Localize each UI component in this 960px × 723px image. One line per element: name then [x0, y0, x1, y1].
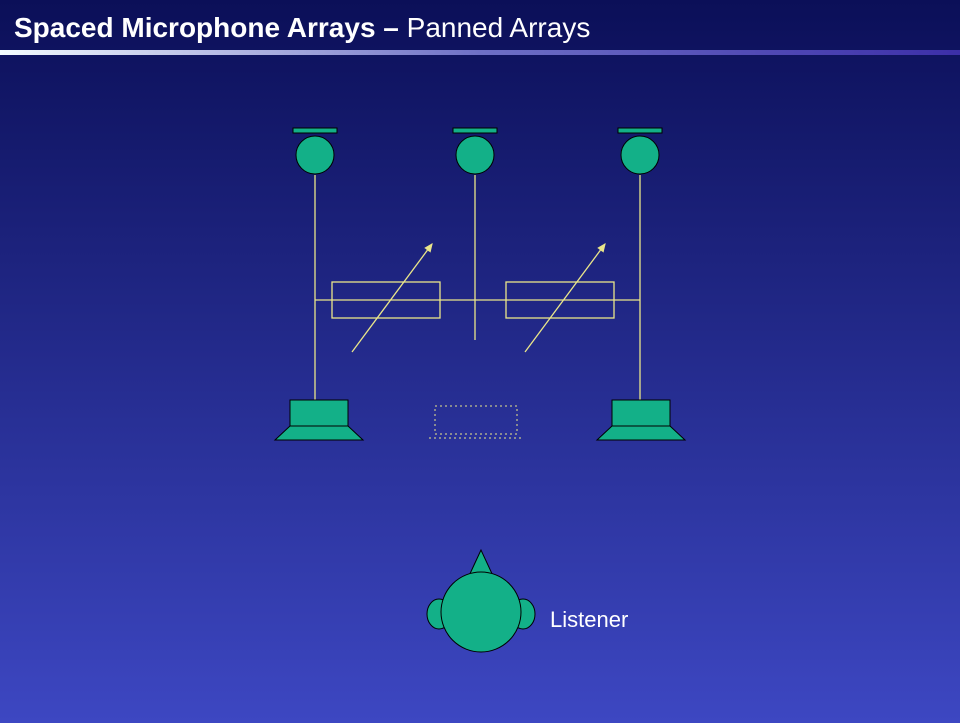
wire-group [315, 175, 640, 400]
pan-arrow-group [352, 244, 605, 352]
phantom-speaker-group [429, 406, 523, 438]
listener-label: Listener [550, 607, 628, 633]
diagram-svg [0, 0, 960, 723]
microphone-group [293, 128, 662, 174]
listener-group [427, 550, 535, 652]
